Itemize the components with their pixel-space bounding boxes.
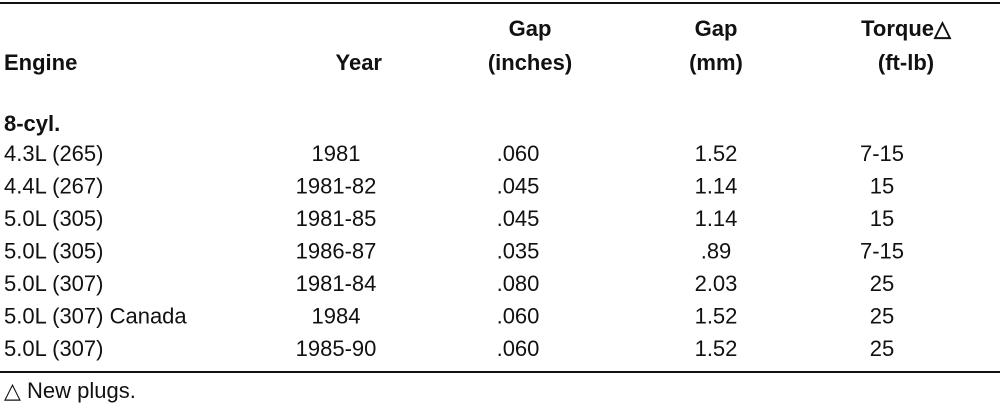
table-cell: .89: [701, 239, 732, 264]
table-cell: .035: [497, 239, 540, 264]
table-cell: 4.3L (265): [4, 141, 103, 166]
table-cell: 1.52: [695, 304, 738, 329]
header-cell: Torque△: [861, 16, 952, 41]
section-label: 8-cyl.: [4, 111, 60, 136]
table-cell: 1986-87: [296, 239, 377, 264]
table-cell: 1.14: [695, 206, 738, 231]
table-cell: 4.4L (267): [4, 174, 103, 199]
table-cell: 5.0L (305): [4, 206, 103, 231]
header-cell: (ft-lb): [878, 50, 934, 75]
table-cell: 1.52: [695, 336, 738, 361]
header-cell: (mm): [689, 50, 743, 75]
table-cell: .060: [497, 336, 540, 361]
header-cell: Gap: [695, 16, 738, 41]
footnote: △ New plugs.: [4, 378, 136, 403]
header-cell: (inches): [488, 50, 572, 75]
table-cell: 1981: [312, 141, 361, 166]
header-cell: Engine: [4, 50, 77, 75]
table-cell: 1981-84: [296, 271, 377, 296]
table-cell: .045: [497, 206, 540, 231]
header-cell: Year: [336, 50, 383, 75]
table-cell: 5.0L (307): [4, 336, 103, 361]
table-cell: .080: [497, 271, 540, 296]
table-cell: .060: [497, 141, 540, 166]
table-cell: 1.52: [695, 141, 738, 166]
table-cell: .045: [497, 174, 540, 199]
table-cell: 1984: [312, 304, 361, 329]
table-cell: 7-15: [860, 239, 904, 264]
table-cell: 1.14: [695, 174, 738, 199]
table-cell: 15: [870, 206, 894, 231]
table-cell: .060: [497, 304, 540, 329]
table-cell: 1981-85: [296, 206, 377, 231]
header-cell: Gap: [509, 16, 552, 41]
table-cell: 15: [870, 174, 894, 199]
table-cell: 25: [870, 336, 894, 361]
table-cell: 5.0L (307) Canada: [4, 304, 187, 329]
table-cell: 5.0L (307): [4, 271, 103, 296]
table-cell: 2.03: [695, 271, 738, 296]
table-cell: 5.0L (305): [4, 239, 103, 264]
table-cell: 25: [870, 271, 894, 296]
table-cell: 25: [870, 304, 894, 329]
table-cell: 1985-90: [296, 336, 377, 361]
table-cell: 7-15: [860, 141, 904, 166]
table-cell: 1981-82: [296, 174, 377, 199]
